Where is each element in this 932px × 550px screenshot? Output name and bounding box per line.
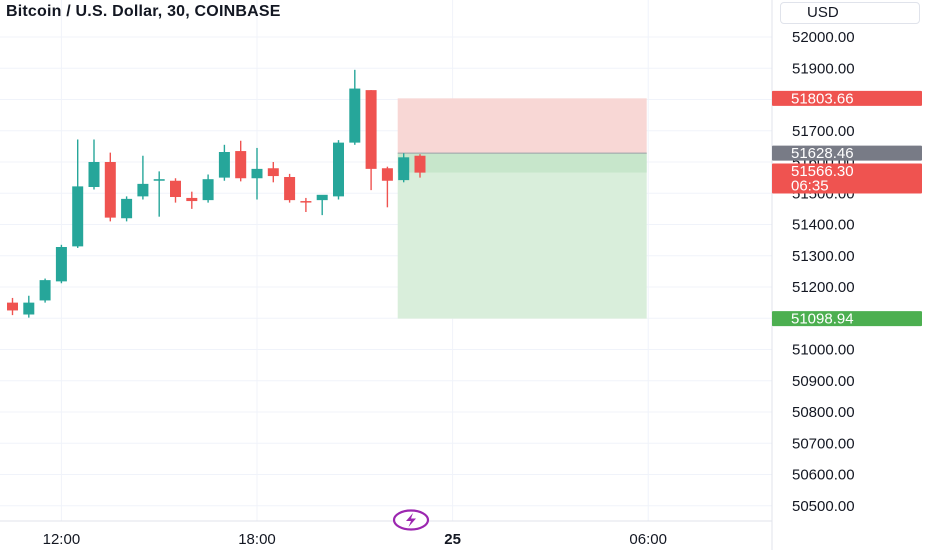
countdown-text: 06:35 (791, 178, 829, 195)
candle (55, 244, 67, 284)
candle-body (137, 183, 149, 197)
candle (170, 178, 181, 203)
price-label-entry: 51628.46 (772, 145, 922, 162)
candle-body (153, 179, 165, 181)
y-tick-label: 51400.00 (792, 217, 855, 234)
candle-body (218, 152, 230, 178)
candle (365, 90, 377, 191)
currency-button[interactable]: USD (780, 2, 920, 24)
price-label-bg (772, 311, 922, 327)
stop-loss-zone[interactable] (397, 98, 647, 154)
x-tick-label: 12:00 (43, 531, 81, 548)
y-tick-label: 51000.00 (792, 342, 855, 359)
candle-body (300, 201, 312, 203)
candle (39, 278, 51, 303)
candle-body (170, 180, 181, 197)
price-label-bg (772, 163, 922, 194)
candle (202, 174, 214, 203)
candle (88, 139, 100, 190)
candle (316, 194, 328, 216)
candle (137, 155, 149, 200)
y-tick-label: 51700.00 (792, 123, 855, 140)
candle (153, 171, 165, 217)
time-scale[interactable]: 12:00 18:00 25 06:00 (43, 531, 667, 548)
price-label-bg (772, 145, 922, 161)
candle (381, 166, 393, 208)
candle-body (72, 186, 84, 247)
candle-body (381, 168, 393, 181)
candle (300, 197, 312, 212)
candle (7, 297, 18, 316)
candle (251, 147, 263, 200)
candle-body (23, 302, 35, 315)
candle (121, 196, 133, 222)
candle-body (186, 197, 198, 202)
y-tick-label: 51300.00 (792, 248, 855, 265)
candle (186, 191, 198, 209)
candle (104, 152, 116, 222)
y-tick-label: 50800.00 (792, 404, 855, 421)
price-label-target: 51098.94 (772, 311, 922, 328)
position-tool[interactable] (397, 98, 647, 319)
candle-body (267, 168, 279, 177)
candle (218, 144, 230, 181)
candle-body (349, 88, 361, 143)
candle-body (414, 155, 426, 173)
candle-body (365, 90, 377, 169)
candle (23, 295, 35, 318)
y-tick-label: 50500.00 (792, 498, 855, 515)
price-label-stop: 51803.66 (772, 90, 922, 107)
candle (72, 139, 84, 248)
y-tick-label: 50600.00 (792, 467, 855, 484)
price-label-text: 51803.66 (791, 90, 854, 107)
x-tick-label: 18:00 (238, 531, 276, 548)
candle-body (284, 177, 296, 201)
candle-body (398, 157, 410, 181)
y-tick-label: 50900.00 (792, 373, 855, 390)
price-label-bg (772, 90, 922, 106)
price-label-text: 51628.46 (791, 145, 854, 162)
open-pnl-zone (397, 153, 647, 173)
candle (398, 153, 410, 183)
candle-body (39, 280, 51, 301)
y-tick-label: 51900.00 (792, 60, 855, 77)
price-label-text: 51098.94 (791, 311, 854, 328)
price-label-text: 51566.30 (791, 163, 854, 180)
candle-body (202, 179, 214, 201)
candle-body (235, 151, 247, 179)
candle-body (55, 247, 67, 282)
candle-body (7, 302, 18, 311)
candle-body (88, 162, 100, 187)
candle (284, 173, 296, 203)
lightning-icon[interactable] (391, 509, 431, 531)
x-tick-label: 06:00 (629, 531, 667, 548)
candle-body (251, 168, 263, 179)
symbol-title[interactable]: Bitcoin / U.S. Dollar, 30, COINBASE (6, 3, 281, 20)
grid-lines (0, 0, 772, 521)
candle (349, 69, 361, 145)
candle (333, 140, 344, 200)
x-tick-label: 25 (444, 531, 461, 548)
y-tick-label: 52000.00 (792, 29, 855, 46)
y-tick-label: 51200.00 (792, 279, 855, 296)
candle-body (121, 198, 133, 219)
take-profit-zone[interactable] (397, 153, 647, 319)
candle (414, 154, 426, 178)
candle (235, 140, 247, 182)
candle-body (333, 142, 344, 197)
candles (7, 69, 426, 318)
candle-body (316, 194, 328, 201)
candle (267, 162, 279, 183)
candle-body (104, 162, 116, 218)
y-tick-label: 50700.00 (792, 435, 855, 452)
